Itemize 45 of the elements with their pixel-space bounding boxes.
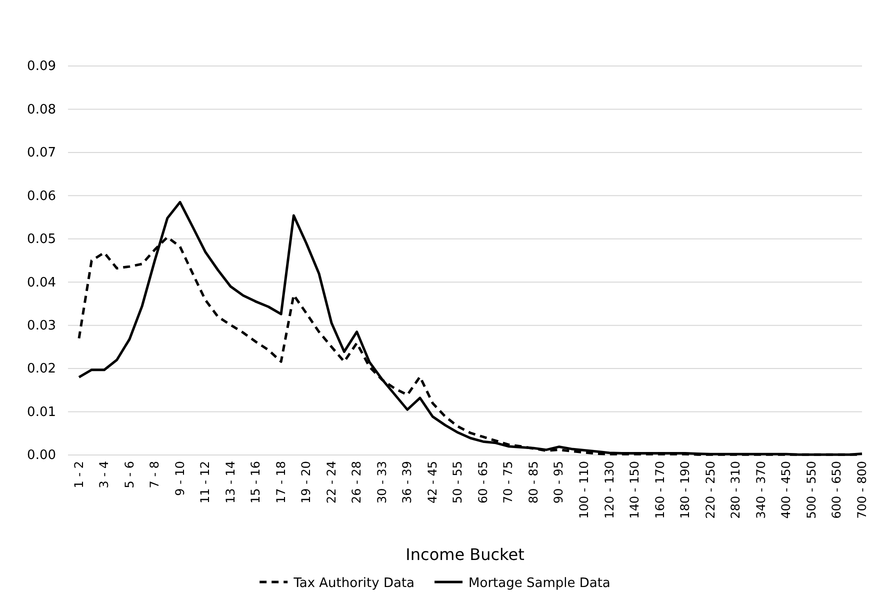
x-tick-label: 500 - 550 <box>804 461 818 519</box>
y-tick-label: 0.01 <box>27 404 56 420</box>
y-tick-label: 0.07 <box>27 146 56 161</box>
y-tick-label: 0.08 <box>27 102 56 118</box>
x-tick-label: 700 - 800 <box>854 461 869 519</box>
x-tick-label: 340 - 370 <box>754 461 768 519</box>
x-tick-label: 180 - 190 <box>678 461 692 519</box>
x-tick-label: 13 - 14 <box>223 461 238 504</box>
y-tick-label: 0.04 <box>27 275 56 290</box>
x-tick-label: 15 - 16 <box>248 461 263 504</box>
y-tick-label: 0.02 <box>27 362 56 377</box>
x-tick-label: 22 - 24 <box>324 461 338 504</box>
x-tick-label: 220 - 250 <box>703 461 718 519</box>
x-tick-label: 19 - 20 <box>299 461 314 504</box>
x-tick-label: 60 - 65 <box>476 461 490 504</box>
x-axis-title: Income Bucket <box>406 545 524 564</box>
y-tick-label: 0.09 <box>27 59 56 74</box>
y-tick-label: 0.03 <box>27 318 56 334</box>
legend-label: Mortage Sample Data <box>468 576 610 591</box>
x-tick-label: 5 - 6 <box>122 461 136 488</box>
y-tick-label: 0.00 <box>27 448 56 464</box>
x-tick-label: 7 - 8 <box>148 461 162 488</box>
x-tick-label: 80 - 85 <box>526 461 540 504</box>
x-tick-label: 140 - 150 <box>628 461 642 519</box>
x-tick-label: 1 - 2 <box>72 461 86 488</box>
x-tick-label: 100 - 110 <box>577 461 591 519</box>
x-tick-label: 600 - 650 <box>830 461 844 519</box>
x-tick-label: 70 - 75 <box>501 461 516 504</box>
y-tick-label: 0.06 <box>27 188 56 204</box>
x-tick-label: 50 - 55 <box>450 461 465 504</box>
x-tick-label: 90 - 95 <box>552 461 566 504</box>
x-tick-label: 36 - 39 <box>400 461 414 504</box>
x-tick-label: 42 - 45 <box>425 461 440 504</box>
legend-label: Tax Authority Data <box>292 576 415 591</box>
x-tick-label: 17 - 18 <box>274 461 288 504</box>
x-tick-label: 120 - 130 <box>602 461 616 519</box>
x-tick-label: 280 - 310 <box>728 461 743 519</box>
x-tick-label: 9 - 10 <box>172 461 187 496</box>
y-tick-label: 0.05 <box>27 232 56 248</box>
x-tick-label: 11 - 12 <box>198 461 212 504</box>
x-tick-label: 400 - 450 <box>779 461 794 519</box>
x-tick-label: 160 - 170 <box>652 461 667 519</box>
x-tick-label: 26 - 28 <box>350 461 364 504</box>
x-tick-label: 30 - 33 <box>374 461 389 504</box>
x-tick-label: 3 - 4 <box>97 461 112 488</box>
